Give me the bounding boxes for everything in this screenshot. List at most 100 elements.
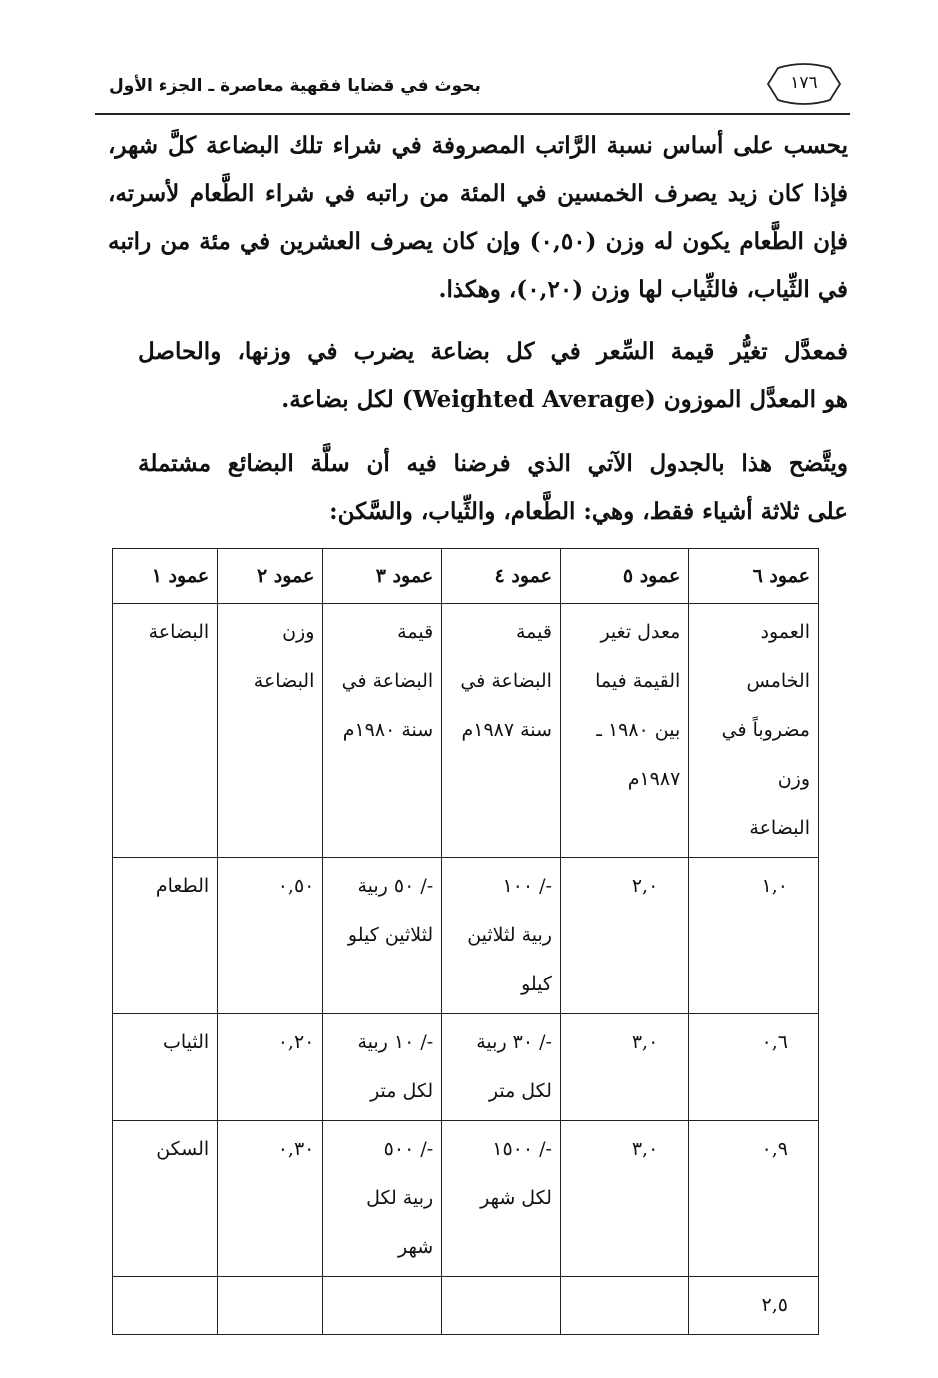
cell-line: وزن <box>777 768 810 790</box>
header-rule <box>95 113 850 115</box>
table-cell: ١,٠ <box>688 857 819 1014</box>
table-cell: ٣,٠ <box>559 1013 690 1121</box>
paragraph-line: ويتَّضح هذا بالجدول الآتي الذي فرضنا فيه… <box>138 450 848 477</box>
table-cell <box>217 1276 324 1335</box>
cell-line: ربية لثلاثين <box>467 924 552 946</box>
cell-line: معدل تغير <box>600 621 681 643</box>
table-cell: ٠,٢٠ <box>217 1013 324 1121</box>
table-cell: ٣,٠ <box>559 1120 690 1277</box>
table-cell: السكن <box>111 1120 219 1277</box>
table-cell: البضاعة <box>111 603 219 858</box>
weighted-average-table: عمود ٦ عمود ٥ عمود ٤ عمود ٣ عمود ٢ عمود ١ العم… <box>111 548 819 1335</box>
table-row: ٢,٥ <box>111 1276 819 1335</box>
cell-line: سنة ١٩٨٧م <box>461 719 552 741</box>
cell-line: السكن <box>156 1138 210 1160</box>
cell-line: البضاعة في <box>341 670 434 692</box>
table-cell: -/ ١٠ ربية لكل متر <box>322 1013 443 1121</box>
cell-line: البضاعة <box>749 817 810 839</box>
table-cell: ٠,٦ <box>688 1013 819 1121</box>
cell-line: قيمة <box>515 621 552 643</box>
page-header: بحوث في قضايا فقهية معاصرة ـ الجزء الأول… <box>95 58 850 116</box>
cell-line: ٠,٦ <box>761 1031 788 1053</box>
cell-line: مضروباً في <box>721 719 810 741</box>
cell-line: -/ ٥٠ ربية <box>357 875 434 897</box>
table-cell <box>322 1276 443 1335</box>
table-cell: -/ ١٥٠٠ لكل شهر <box>441 1120 561 1277</box>
cell-line: ٠,٣٠ <box>277 1138 315 1160</box>
table-cell: -/ ٥٠٠ ربية لكل شهر <box>322 1120 443 1277</box>
cell-line: الخامس <box>746 670 810 692</box>
cell-line: البضاعة <box>253 670 315 692</box>
cell-line: -/ ١٠٠ <box>502 875 552 897</box>
table-cell <box>559 1276 690 1335</box>
cell-line: ٣,٠ <box>631 1031 659 1053</box>
table-cell: قيمة البضاعة في سنة ١٩٨٧م <box>441 603 561 858</box>
page-number: ١٧٦ <box>790 73 818 93</box>
table-row: العمود الخامس مضروباً في وزن البضاعة معدل تغي… <box>111 603 819 858</box>
table-cell: -/ ٣٠ ربية لكل متر <box>441 1013 561 1121</box>
column-header: عمود ٦ <box>688 548 819 604</box>
paragraph-line: فإن الطَّعام يكون له وزن (٠,٥٠) وإن كان … <box>108 228 848 255</box>
table-cell <box>441 1276 561 1335</box>
table-cell <box>111 1276 219 1335</box>
cell-line: ٠,٢٠ <box>277 1031 315 1053</box>
table-cell: ٠,٣٠ <box>217 1120 324 1277</box>
cell-line: لكل شهر <box>480 1187 552 1209</box>
paragraph-line: في الثِّياب، فالثِّياب لها وزن (٠,٢٠)، و… <box>438 276 848 303</box>
cell-line: -/ ١٥٠٠ <box>492 1138 552 1160</box>
cell-line: -/ ٣٠ ربية <box>476 1031 552 1053</box>
table-cell: -/ ١٠٠ ربية لثلاثين كيلو <box>441 857 561 1014</box>
cell-line: لكل متر <box>488 1080 552 1102</box>
cell-line: ٢,٠ <box>631 875 659 897</box>
cell-line: البضاعة في <box>460 670 552 692</box>
column-header: عمود ١ <box>111 548 219 604</box>
running-title: بحوث في قضايا فقهية معاصرة ـ الجزء الأول <box>109 76 481 96</box>
table-cell: قيمة البضاعة في سنة ١٩٨٠م <box>322 603 443 858</box>
table-cell: الثياب <box>111 1013 219 1121</box>
cell-line: القيمة فيما <box>595 670 681 692</box>
cell-line: الثياب <box>162 1031 210 1053</box>
cell-line: شهر <box>398 1236 434 1258</box>
cell-line: ٠,٥٠ <box>277 875 315 897</box>
cell-line: كيلو <box>521 973 552 995</box>
cell-line: ١,٠ <box>761 875 788 897</box>
table-cell: ٠,٥٠ <box>217 857 324 1014</box>
cell-line: ٠,٩ <box>761 1138 788 1160</box>
table-cell: ٠,٩ <box>688 1120 819 1277</box>
cell-line: ٣,٠ <box>631 1138 659 1160</box>
cell-line: سنة ١٩٨٠م <box>342 719 434 741</box>
paragraph-line: فمعدَّل تغيُّر قيمة السِّعر في كل بضاعة … <box>138 338 848 365</box>
cell-line: البضاعة <box>148 621 210 643</box>
cell-line: العمود <box>760 621 811 643</box>
table-cell: العمود الخامس مضروباً في وزن البضاعة <box>688 603 819 858</box>
cell-line: بين ١٩٨٠ ـ <box>596 719 681 741</box>
cell-line: لثلاثين كيلو <box>347 924 434 946</box>
ornament-frame-icon <box>766 63 842 105</box>
table-cell: ٢,٠ <box>559 857 690 1014</box>
cell-line: قيمة <box>397 621 434 643</box>
column-header: عمود ٤ <box>441 548 561 604</box>
cell-line: لكل متر <box>370 1080 434 1102</box>
page-number-ornament: ١٧٦ <box>764 62 844 106</box>
cell-line: الطعام <box>155 875 210 897</box>
paragraph-line: يحسب على أساس نسبة الرَّاتب المصروفة في … <box>108 132 848 159</box>
column-header: عمود ٢ <box>217 548 324 604</box>
table-cell: -/ ٥٠ ربية لثلاثين كيلو <box>322 857 443 1014</box>
table-cell: وزن البضاعة <box>217 603 324 858</box>
table-cell: معدل تغير القيمة فيما بين ١٩٨٠ ـ ١٩٨٧م <box>559 603 690 858</box>
column-header: عمود ٥ <box>559 548 690 604</box>
cell-line: -/ ٥٠٠ <box>383 1138 434 1160</box>
table-row: ١,٠ ٢,٠ -/ ١٠٠ ربية لثلاثين كيلو -/ ٥٠ ربية لث… <box>111 857 819 1014</box>
paragraph-line: فإذا كان زيد يصرف الخمسين في المئة من را… <box>108 180 848 207</box>
cell-line: -/ ١٠ ربية <box>357 1031 434 1053</box>
cell-line: وزن <box>282 621 315 643</box>
paragraph-line: على ثلاثة أشياء فقط، وهي: الطَّعام، والث… <box>329 498 848 525</box>
paragraph-line: هو المعدَّل الموزون (Weighted Average) ل… <box>281 386 848 413</box>
cell-line: ربية لكل <box>366 1187 434 1209</box>
table-cell: ٢,٥ <box>688 1276 819 1335</box>
column-header: عمود ٣ <box>322 548 443 604</box>
table-row: ٠,٦ ٣,٠ -/ ٣٠ ربية لكل متر -/ ١٠ ربية لكل متر… <box>111 1013 819 1121</box>
cell-line: ٢,٥ <box>761 1294 788 1316</box>
table-cell: الطعام <box>111 857 219 1014</box>
table-row: ٠,٩ ٣,٠ -/ ١٥٠٠ لكل شهر -/ ٥٠٠ ربية لكل شهر ٠,٣… <box>111 1120 819 1277</box>
